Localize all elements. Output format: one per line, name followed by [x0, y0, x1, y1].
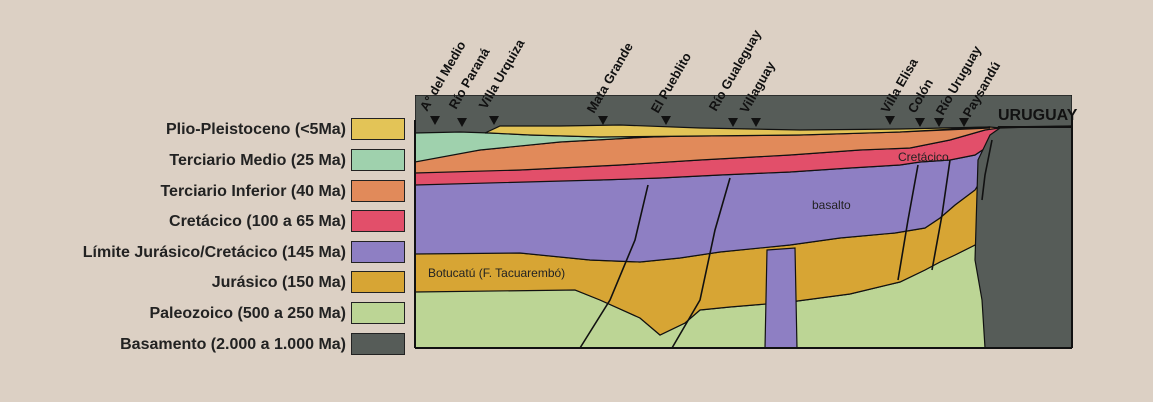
legend-item-plio-pleistoceno: Plio-Pleistoceno (<5Ma) [0, 118, 410, 144]
location-triangle [661, 116, 671, 125]
basalt-dike [764, 247, 798, 348]
legend-item-cretacico: Cretácico (100 a 65 Ma) [0, 210, 410, 236]
legend-swatch [351, 149, 405, 171]
legend-swatch [351, 180, 405, 202]
legend-swatch [351, 302, 405, 324]
strata [415, 95, 1072, 348]
cretacico-annotation: Cretácico [898, 150, 949, 164]
legend-label: Cretácico (100 a 65 Ma) [169, 213, 346, 230]
location-triangle [959, 118, 969, 127]
legend-label: Terciario Inferior (40 Ma) [160, 183, 346, 200]
location-triangle [728, 118, 738, 127]
location-triangle [751, 118, 761, 127]
legend-label: Límite Jurásico/Cretácico (145 Ma) [82, 244, 346, 261]
fault-line [579, 184, 649, 349]
fault-line [981, 139, 993, 201]
basement-high [974, 125, 1072, 348]
location-triangle [457, 118, 467, 127]
location-triangle [915, 118, 925, 127]
location-triangle [934, 118, 944, 127]
location-triangle [489, 116, 499, 125]
legend-label: Basamento (2.000 a 1.000 Ma) [120, 336, 346, 353]
location-triangle [598, 116, 608, 125]
legend-item-paleozoico: Paleozoico (500 a 250 Ma) [0, 302, 410, 328]
legend-label: Jurásico (150 Ma) [211, 274, 346, 291]
fault-line [931, 159, 951, 271]
legend-item-terciario-inferior: Terciario Inferior (40 Ma) [0, 180, 410, 206]
legend-item-basamento: Basamento (2.000 a 1.000 Ma) [0, 333, 410, 359]
fault-line [897, 164, 919, 281]
botucatu-annotation: Botucatú (F. Tacuarembó) [428, 266, 565, 280]
legend-swatch [351, 333, 405, 355]
legend-label: Paleozoico (500 a 250 Ma) [149, 305, 346, 322]
legend-item-jurasico: Jurásico (150 Ma) [0, 271, 410, 297]
faults [579, 139, 993, 349]
layer-plio-pleistoceno [484, 124, 991, 138]
location-triangle [430, 116, 440, 125]
legend-swatch [351, 210, 405, 232]
legend-label: Plio-Pleistoceno (<5Ma) [165, 121, 346, 138]
legend-swatch [351, 271, 405, 293]
legend-label: Terciario Medio (25 Ma) [169, 152, 346, 169]
fault-line [671, 177, 731, 349]
location-markers [430, 116, 969, 127]
location-triangle [885, 116, 895, 125]
section-frame [414, 120, 1073, 349]
legend-swatch [351, 241, 405, 263]
country-label: URUGUAY [998, 107, 1078, 124]
legend-swatch [351, 118, 405, 140]
legend-item-limite-jurasico-cretacico: Límite Jurásico/Cretácico (145 Ma) [0, 241, 410, 267]
legend-item-terciario-medio: Terciario Medio (25 Ma) [0, 149, 410, 175]
basalto-annotation: basalto [812, 198, 851, 212]
